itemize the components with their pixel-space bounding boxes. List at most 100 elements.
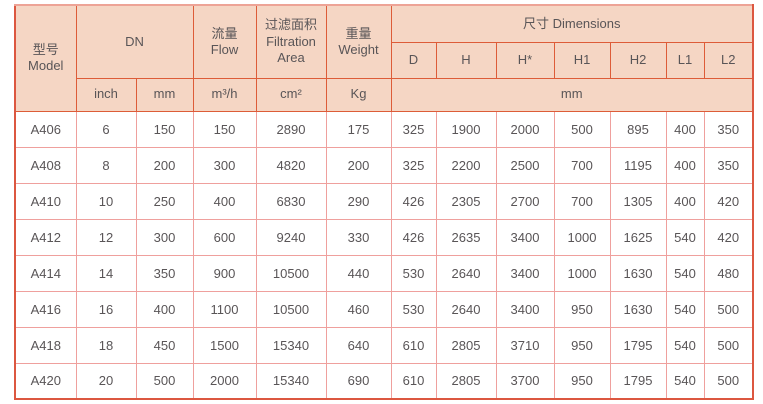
cell-model: A406 bbox=[14, 110, 77, 148]
cell-dim-l2: 350 bbox=[703, 110, 754, 148]
cell-dim-h2: 1795 bbox=[609, 362, 667, 400]
cell-model: A410 bbox=[14, 182, 77, 220]
cell-dim-l1: 400 bbox=[665, 182, 705, 220]
cell-dn-inch: 10 bbox=[75, 182, 137, 220]
cell-model: A414 bbox=[14, 254, 77, 292]
cell-dn-mm: 150 bbox=[135, 110, 194, 148]
header-dim-d: D bbox=[390, 41, 437, 79]
cell-dim-l1: 540 bbox=[665, 326, 705, 364]
header-dim-l1: L1 bbox=[665, 41, 705, 79]
cell-dim-h2: 1305 bbox=[609, 182, 667, 220]
header-dim-hstar: H* bbox=[495, 41, 555, 79]
cell-filtration-area: 10500 bbox=[255, 254, 327, 292]
cell-flow: 2000 bbox=[192, 362, 257, 400]
cell-dim-d: 426 bbox=[390, 182, 437, 220]
cell-filtration-area: 6830 bbox=[255, 182, 327, 220]
cell-dim-h2: 1795 bbox=[609, 326, 667, 364]
cell-weight: 640 bbox=[325, 326, 392, 364]
header-dim-h2: H2 bbox=[609, 41, 667, 79]
cell-dn-mm: 500 bbox=[135, 362, 194, 400]
cell-model: A408 bbox=[14, 146, 77, 184]
cell-dn-mm: 350 bbox=[135, 254, 194, 292]
cell-dim-h2: 1195 bbox=[609, 146, 667, 184]
cell-dim-l2: 500 bbox=[703, 362, 754, 400]
cell-dn-mm: 450 bbox=[135, 326, 194, 364]
cell-dim-l1: 400 bbox=[665, 146, 705, 184]
cell-model: A412 bbox=[14, 218, 77, 256]
cell-model: A416 bbox=[14, 290, 77, 328]
cell-dim-h1: 500 bbox=[553, 110, 611, 148]
cell-dim-h: 2805 bbox=[435, 326, 497, 364]
cell-weight: 330 bbox=[325, 218, 392, 256]
cell-dim-l1: 400 bbox=[665, 110, 705, 148]
cell-dn-inch: 12 bbox=[75, 218, 137, 256]
cell-flow: 600 bbox=[192, 218, 257, 256]
table-row: A414 14 350 900 10500 440 530 2640 3400 … bbox=[14, 254, 754, 292]
cell-dim-h1: 950 bbox=[553, 326, 611, 364]
table-header: 型号 Model DN 流量 Flow 过滤面积 Filtration Area… bbox=[14, 4, 754, 112]
header-unit-weight: Kg bbox=[325, 77, 392, 112]
cell-dim-l2: 480 bbox=[703, 254, 754, 292]
cell-dim-h: 2200 bbox=[435, 146, 497, 184]
cell-dim-h1: 1000 bbox=[553, 218, 611, 256]
cell-dim-l2: 500 bbox=[703, 326, 754, 364]
cell-dim-h1: 700 bbox=[553, 182, 611, 220]
cell-dim-h2: 1625 bbox=[609, 218, 667, 256]
cell-dim-h: 2805 bbox=[435, 362, 497, 400]
cell-dn-mm: 300 bbox=[135, 218, 194, 256]
cell-filtration-area: 2890 bbox=[255, 110, 327, 148]
header-row-1: 型号 Model DN 流量 Flow 过滤面积 Filtration Area… bbox=[14, 4, 754, 112]
table-row: A420 20 500 2000 15340 690 610 2805 3700… bbox=[14, 362, 754, 400]
cell-dim-h1: 950 bbox=[553, 290, 611, 328]
cell-flow: 150 bbox=[192, 110, 257, 148]
cell-dim-l1: 540 bbox=[665, 254, 705, 292]
header-weight: 重量 Weight bbox=[325, 4, 392, 79]
cell-dim-h: 1900 bbox=[435, 110, 497, 148]
table-body: A406 6 150 150 2890 175 325 1900 2000 50… bbox=[14, 110, 754, 400]
cell-dim-h1: 950 bbox=[553, 362, 611, 400]
cell-dim-h1: 1000 bbox=[553, 254, 611, 292]
table-row: A418 18 450 1500 15340 640 610 2805 3710… bbox=[14, 326, 754, 364]
table-row: A408 8 200 300 4820 200 325 2200 2500 70… bbox=[14, 146, 754, 184]
cell-dim-hstar: 3400 bbox=[495, 218, 555, 256]
cell-dim-hstar: 3400 bbox=[495, 254, 555, 292]
cell-dn-inch: 6 bbox=[75, 110, 137, 148]
cell-dim-h: 2635 bbox=[435, 218, 497, 256]
cell-dim-hstar: 3400 bbox=[495, 290, 555, 328]
cell-dn-inch: 14 bbox=[75, 254, 137, 292]
header-dim-h: H bbox=[435, 41, 497, 79]
cell-dn-inch: 18 bbox=[75, 326, 137, 364]
cell-flow: 900 bbox=[192, 254, 257, 292]
cell-dim-hstar: 2000 bbox=[495, 110, 555, 148]
cell-model: A418 bbox=[14, 326, 77, 364]
cell-dim-l1: 540 bbox=[665, 218, 705, 256]
cell-dim-l2: 500 bbox=[703, 290, 754, 328]
spec-table: 型号 Model DN 流量 Flow 过滤面积 Filtration Area… bbox=[14, 4, 754, 400]
table-row: A412 12 300 600 9240 330 426 2635 3400 1… bbox=[14, 218, 754, 256]
cell-dim-hstar: 3700 bbox=[495, 362, 555, 400]
cell-dim-d: 530 bbox=[390, 290, 437, 328]
cell-dim-d: 610 bbox=[390, 326, 437, 364]
cell-weight: 200 bbox=[325, 146, 392, 184]
cell-dim-l2: 420 bbox=[703, 182, 754, 220]
table-row: A406 6 150 150 2890 175 325 1900 2000 50… bbox=[14, 110, 754, 148]
cell-weight: 175 bbox=[325, 110, 392, 148]
cell-filtration-area: 9240 bbox=[255, 218, 327, 256]
cell-dim-l1: 540 bbox=[665, 362, 705, 400]
cell-dim-d: 530 bbox=[390, 254, 437, 292]
cell-dim-h2: 895 bbox=[609, 110, 667, 148]
cell-flow: 1100 bbox=[192, 290, 257, 328]
cell-dim-d: 325 bbox=[390, 110, 437, 148]
cell-dim-l2: 420 bbox=[703, 218, 754, 256]
header-row-2: D H H* H1 H2 L1 L2 bbox=[15, 41, 754, 79]
header-model: 型号 Model bbox=[14, 4, 77, 112]
cell-dn-inch: 20 bbox=[75, 362, 137, 400]
cell-model: A420 bbox=[14, 362, 77, 400]
header-unit-flow: m³/h bbox=[192, 77, 257, 112]
cell-dim-hstar: 2700 bbox=[495, 182, 555, 220]
cell-filtration-area: 4820 bbox=[255, 146, 327, 184]
cell-dim-h: 2305 bbox=[435, 182, 497, 220]
cell-flow: 300 bbox=[192, 146, 257, 184]
cell-flow: 400 bbox=[192, 182, 257, 220]
